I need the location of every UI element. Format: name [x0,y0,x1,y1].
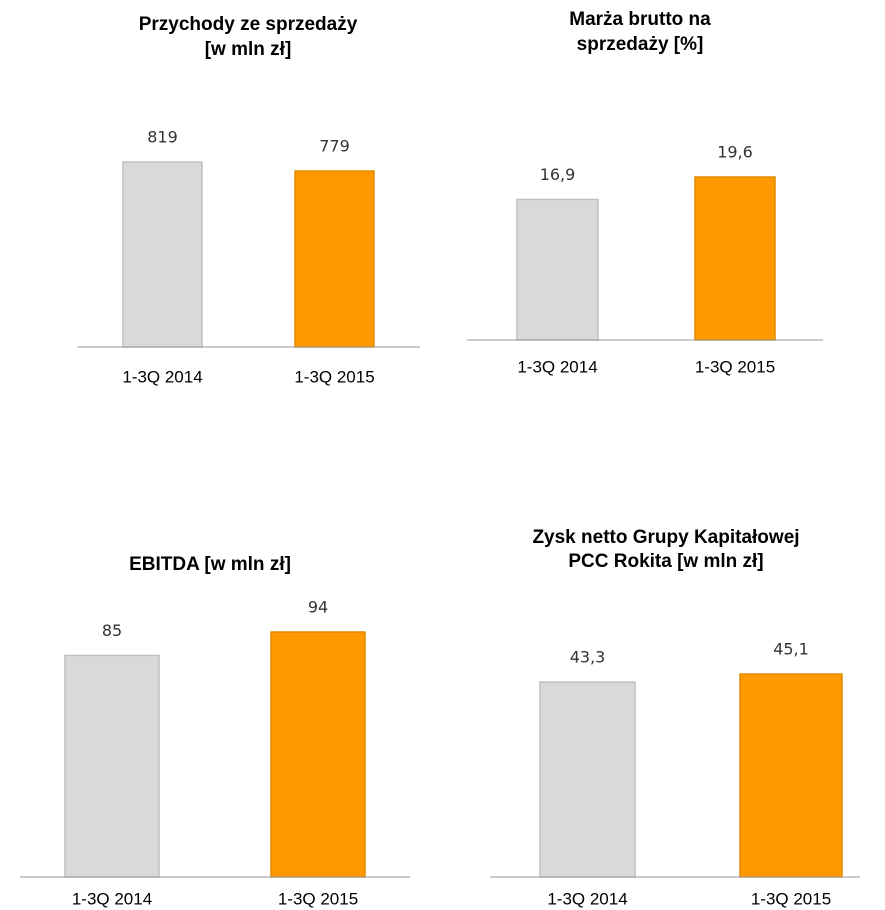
chart-title: sprzedaży [%] [577,34,704,55]
chart-title: Przychody ze sprzedaży [139,14,358,35]
bar [516,198,599,341]
bar [694,176,776,341]
value-label: 43,3 [570,648,606,667]
bar [739,673,843,878]
chart-title: Zysk netto Grupy Kapitałowej [532,527,799,548]
bar [294,170,375,348]
chart-title: PCC Rokita [w mln zł] [568,551,763,572]
category-label: 1-3Q 2015 [695,357,775,376]
bar [64,654,160,878]
chart-title: Marża brutto na [569,9,711,30]
category-label: 1-3Q 2014 [547,889,627,908]
bar [539,681,636,878]
value-label: 16,9 [540,165,576,184]
category-label: 1-3Q 2014 [517,357,597,376]
category-label: 1-3Q 2014 [122,367,202,386]
category-label: 1-3Q 2015 [294,367,374,386]
value-label: 19,6 [717,143,753,162]
category-label: 1-3Q 2014 [72,889,152,908]
category-label: 1-3Q 2015 [751,889,831,908]
bar [270,631,366,878]
chart-title: EBITDA [w mln zł] [129,554,291,575]
value-label: 94 [308,598,328,617]
value-label: 45,1 [773,640,809,659]
value-label: 85 [102,621,122,640]
value-label: 779 [319,137,350,156]
chart-title: [w mln zł] [205,39,292,60]
value-label: 819 [147,128,178,147]
bar [122,161,203,348]
category-label: 1-3Q 2015 [278,889,358,908]
